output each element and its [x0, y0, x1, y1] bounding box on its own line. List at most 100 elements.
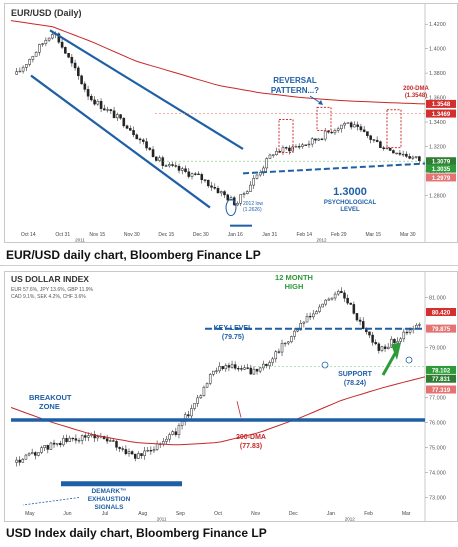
usdx-candle-77 [255, 368, 259, 372]
psych-label-2: LEVEL [340, 207, 360, 213]
support-label-2: (78.24) [344, 380, 366, 387]
eurusd-candle-82 [281, 147, 285, 153]
eurusd-candle-30 [112, 110, 116, 119]
eurusd-candle-70 [242, 193, 246, 195]
eurusd-candle-113 [382, 147, 385, 149]
eurusd-candle-28 [106, 109, 109, 111]
eurusd-candle-65 [226, 194, 230, 201]
eurusd-dma-line [10, 20, 426, 105]
eurusd-candle-21 [83, 83, 87, 90]
eurusd-candle-95 [323, 130, 327, 140]
usdx-candle-10 [46, 445, 50, 450]
reversal-box-0 [278, 119, 294, 154]
dma-label-usdx-1: 200-DMA [236, 434, 266, 441]
eurusd-candle-117 [395, 152, 398, 155]
eurusd-candle-96 [327, 130, 330, 133]
usdx-support-circle-2 [321, 361, 329, 369]
eurusd-candle-47 [167, 164, 171, 167]
usdx-dma-line [10, 376, 426, 446]
eurusd-candle-59 [206, 179, 210, 187]
eurusd-candle-22 [86, 89, 90, 97]
usdx-price-tag-1-bg [426, 324, 456, 333]
usdx-candle-114 [371, 334, 374, 343]
eurusd-candle-16 [67, 53, 70, 58]
usdx-year-0: 2011 [157, 517, 167, 522]
usdx-candle-38 [133, 453, 137, 459]
eurusd-candle-35 [129, 128, 132, 131]
usdx-candle-20 [77, 440, 81, 442]
eurusd-candle-63 [219, 191, 223, 194]
usdx-candle-8 [40, 447, 43, 453]
usdx-candle-75 [249, 367, 253, 375]
eurusd-candle-75 [258, 172, 262, 176]
eurusd-price-tag-1: 1.3469 [432, 112, 451, 118]
eurusd-candle-68 [236, 202, 239, 206]
eurusd-overlays [10, 20, 426, 227]
usdx-candle-41 [143, 450, 146, 456]
usdx-support-arrow [381, 349, 399, 376]
eurusd-candle-44 [158, 157, 161, 161]
breakout-label-2: ZONE [39, 402, 60, 411]
eurusd-candle-32 [119, 114, 122, 119]
eurusd-candle-57 [200, 174, 204, 180]
usdx-candle-97 [318, 306, 321, 312]
eurusd-candle-24 [93, 99, 96, 105]
eurusd-candle-121 [408, 156, 411, 159]
usdx-candle-48 [165, 438, 168, 442]
usdx-candle-52 [177, 425, 181, 435]
usdx-candle-42 [146, 450, 149, 452]
usdx-candle-63 [212, 370, 215, 375]
eurusd-ytick-3: 1.3600 [429, 96, 446, 102]
usdx-price-tag-2: 78.102 [432, 368, 451, 374]
usdx-candle-106 [346, 297, 349, 304]
usdx-candle-109 [355, 313, 359, 321]
eurusd-candle-42 [151, 149, 155, 158]
demark-label-1: DEMARK™ [91, 488, 126, 495]
eurusd-candle-123 [414, 156, 418, 158]
eurusd-candle-53 [187, 171, 191, 177]
usdx-candle-55 [187, 414, 190, 417]
usdx-candle-98 [321, 303, 324, 308]
eurusd-ytick-4: 1.3400 [429, 120, 446, 126]
usdx-candle-83 [274, 351, 278, 360]
usdx-candle-74 [246, 367, 249, 369]
eurusd-candle-50 [177, 165, 181, 171]
usdx-candle-103 [336, 291, 340, 295]
eurusd-candle-92 [314, 138, 317, 141]
eurusd-price-tag-2-bg [426, 157, 456, 166]
usdx-candle-79 [262, 363, 265, 369]
low-label-1: 2012 low [243, 201, 263, 207]
usdx-candle-68 [227, 365, 231, 368]
low-label-2: (1.2626) [243, 207, 262, 213]
eurusd-xtick-10: Mar 15 [365, 232, 381, 238]
usdx-xtick-4: Sep [176, 511, 185, 517]
psych-label-1: PSYCHOLOGICAL [324, 200, 377, 206]
eurusd-price-tag-1-bg [426, 109, 456, 118]
eurusd-candle-11 [51, 34, 54, 39]
usdx-candle-91 [299, 323, 303, 331]
eurusd-candle-55 [193, 173, 197, 175]
usdx-candle-19 [74, 438, 78, 441]
usdx-candle-56 [190, 408, 193, 417]
eurusd-candle-41 [148, 147, 152, 150]
eurusd-candle-54 [190, 173, 194, 177]
eurusd-candle-46 [164, 165, 168, 167]
usdx-candle-59 [199, 395, 203, 399]
eurusd-candle-108 [366, 131, 369, 137]
usdx-candle-117 [380, 346, 384, 351]
eurusd-low-circle [225, 199, 237, 217]
usdx-candle-116 [377, 343, 381, 351]
eurusd-candle-58 [203, 179, 207, 181]
usdx-candle-1 [18, 459, 21, 463]
usdx-candle-78 [258, 367, 262, 372]
usdx-candle-33 [118, 447, 121, 449]
usdx-xtick-3: Aug [138, 511, 147, 517]
eurusd-candle-118 [398, 152, 402, 155]
usdx-candle-124 [402, 331, 406, 340]
eurusd-xtick-3: Nov 30 [124, 232, 140, 238]
usdx-candle-26 [96, 436, 100, 439]
usdx-candle-85 [280, 342, 284, 353]
eurusd-price-tag-4: 1.2979 [432, 176, 451, 182]
usdx-overlays [10, 327, 426, 506]
usdx-candle-64 [215, 370, 218, 372]
